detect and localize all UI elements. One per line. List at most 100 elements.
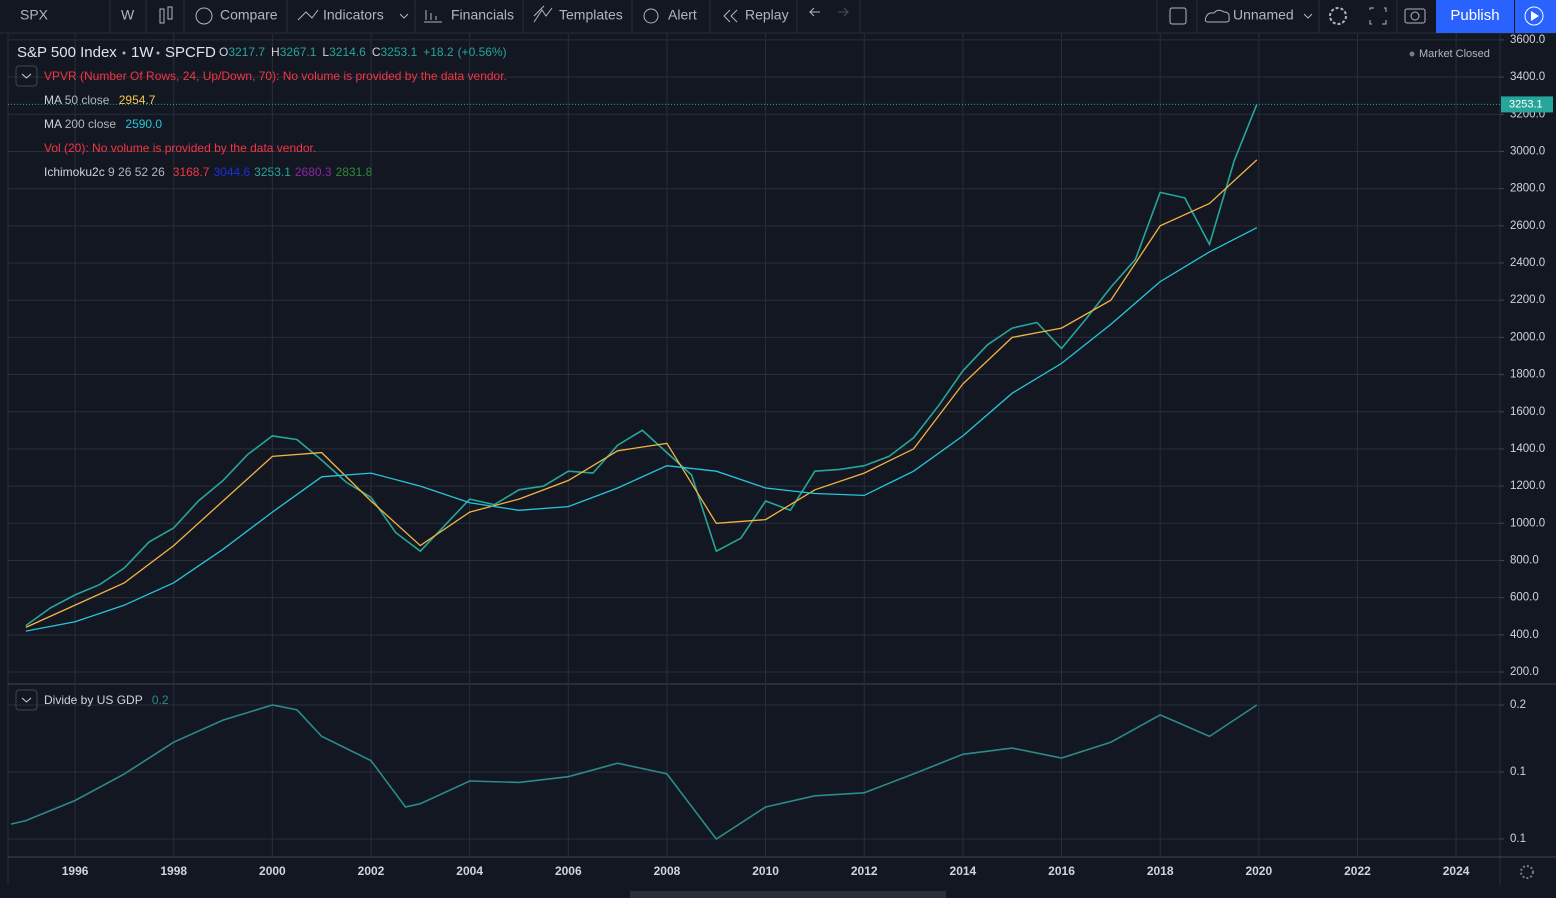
toolbar-bg — [0, 0, 1556, 33]
main-legend: S&P 500 Index 1W SPCFD O3217.7 H3267.1 L 32… — [15, 44, 1490, 711]
x-tick-label: 2010 — [752, 864, 779, 878]
x-tick-label: 2008 — [654, 864, 681, 878]
last-price-label: 3253.1 — [1509, 98, 1543, 110]
financials-icon — [424, 10, 442, 23]
vpvr-legend: VPVR (Number Of Rows, 24, Up/Down, 70): … — [44, 69, 507, 83]
ohlc-value: 3217.7 — [228, 45, 265, 59]
templates-button[interactable]: Templates — [559, 7, 623, 23]
ichimoku-value: 2680.3 — [295, 165, 332, 179]
ma-value: 2590.0 — [125, 117, 162, 131]
x-tick-label: 2006 — [555, 864, 582, 878]
ma50-legend: MA 50 close 2954.7 — [44, 93, 156, 107]
ohlc-value: 3267.1 — [280, 45, 317, 59]
replay-button[interactable]: Replay — [745, 7, 789, 23]
icon — [167, 6, 173, 20]
y-tick-label: 800.0 — [1510, 555, 1539, 567]
layout-name[interactable]: Unnamed — [1233, 7, 1294, 23]
y-tick-label: 2800.0 — [1510, 183, 1545, 195]
ohlc-value: 3253.1 — [380, 45, 417, 59]
y-tick-label: 600.0 — [1510, 592, 1539, 604]
icon — [21, 697, 32, 703]
icon — [1531, 11, 1539, 21]
chart-style-button[interactable] — [159, 6, 173, 24]
y-tick-label: 1600.0 — [1510, 406, 1545, 418]
ohlc-label: C — [372, 45, 381, 59]
icon — [1524, 6, 1544, 26]
financials-button[interactable]: Financials — [451, 7, 514, 23]
interval-button[interactable]: W — [121, 7, 135, 23]
alert-button[interactable]: Alert — [668, 7, 697, 23]
x-tick-label: 2022 — [1344, 864, 1371, 878]
x-tick-label: 2004 — [456, 864, 483, 878]
compare-button[interactable]: Compare — [220, 7, 278, 23]
y-tick-label: 3400.0 — [1510, 71, 1545, 83]
ma-value: 2954.7 — [119, 93, 156, 107]
ichimoku-value: 3168.7 — [173, 165, 210, 179]
layout-button[interactable] — [1169, 7, 1187, 25]
gdp-value: 0.2 — [152, 693, 169, 707]
x-tick-label: 2014 — [950, 864, 977, 878]
toolbar: SPX W Compare Indicators Financials Temp… — [0, 0, 1556, 34]
ma200-legend: MA 200 close 2590.0 — [44, 117, 162, 131]
dropdown-icon[interactable] — [1303, 13, 1313, 19]
cloud-icon — [1204, 9, 1230, 23]
scrollbar[interactable] — [630, 891, 946, 898]
dot — [122, 51, 126, 55]
x-tick-label: 1998 — [160, 864, 187, 878]
status-dot — [1409, 51, 1415, 57]
y-tick-label: 200.0 — [1510, 666, 1539, 678]
collapse-legend[interactable] — [15, 65, 38, 87]
ohlc: O3217.7 H3267.1 L3214.6 C3253.1 +18.2 (+0.56%… — [219, 45, 507, 59]
ichimoku-params: 9 26 52 26 — [108, 165, 165, 179]
ohlc-label: H — [271, 45, 280, 59]
x-tick-label: 2024 — [1443, 864, 1470, 878]
ichimoku-value: 3253.1 — [254, 165, 291, 179]
x-tick-label: 1996 — [62, 864, 89, 878]
publish-label[interactable]: Publish — [1450, 7, 1499, 24]
dropdown-icon[interactable] — [399, 13, 409, 19]
y-tick-label: 0.1 — [1510, 766, 1526, 778]
ichimoku-value: 2831.8 — [336, 165, 373, 179]
snapshot-button[interactable] — [1404, 8, 1426, 24]
series-line — [25, 227, 1258, 632]
ohlc-label: O — [219, 45, 228, 59]
publish-button[interactable] — [1436, 0, 1514, 33]
gdp-legend: Divide by US GDP 0.2 — [44, 693, 169, 707]
settings-button[interactable] — [1329, 7, 1347, 25]
y-tick-label: 2600.0 — [1510, 220, 1545, 232]
ichimoku-name: Ichimoku2c — [44, 165, 105, 179]
ma-name: MA — [44, 93, 62, 107]
y-tick-label: 3600.0 — [1510, 34, 1545, 46]
y-tick-label: 0.1 — [1510, 833, 1526, 845]
undo-button[interactable] — [808, 7, 820, 17]
icon — [1410, 11, 1420, 21]
y-tick-label: 2400.0 — [1510, 257, 1545, 269]
axis-settings[interactable] — [1520, 865, 1534, 879]
fullscreen-button[interactable] — [1369, 7, 1387, 25]
series-line — [10, 704, 1258, 841]
indicators-button[interactable]: Indicators — [323, 7, 384, 23]
alert-icon — [643, 8, 659, 24]
symbol-search[interactable]: SPX — [20, 7, 49, 23]
y-tick-label: 0.2 — [1510, 699, 1526, 711]
chart-layer: 1996 1998 2000 2002 2004 2006 2008 2010 2012 2014… — [8, 34, 1553, 878]
header-symbol: S&P 500 Index — [17, 44, 117, 61]
ichimoku-legend: Ichimoku2c 9 26 52 26 3168.7 3044.6 3253.1 2… — [44, 165, 373, 179]
change: +18.2 — [423, 45, 454, 59]
x-tick-label: 2000 — [259, 864, 286, 878]
dot — [156, 51, 160, 55]
x-tick-label: 2012 — [851, 864, 878, 878]
series-line — [25, 104, 1258, 627]
ohlc-label: L — [322, 45, 329, 59]
indicators-icon — [297, 9, 319, 21]
header-interval: 1W — [131, 44, 154, 61]
collapse-legend[interactable] — [15, 689, 38, 711]
templates-icon — [533, 5, 553, 23]
header-source: SPCFD — [165, 44, 216, 61]
ma-params: 200 close — [65, 117, 117, 131]
redo-button[interactable] — [838, 7, 850, 17]
y-tick-label: 1000.0 — [1510, 517, 1545, 529]
market-status: Market Closed — [1419, 48, 1490, 60]
change-pct: (+0.56%) — [458, 45, 507, 59]
